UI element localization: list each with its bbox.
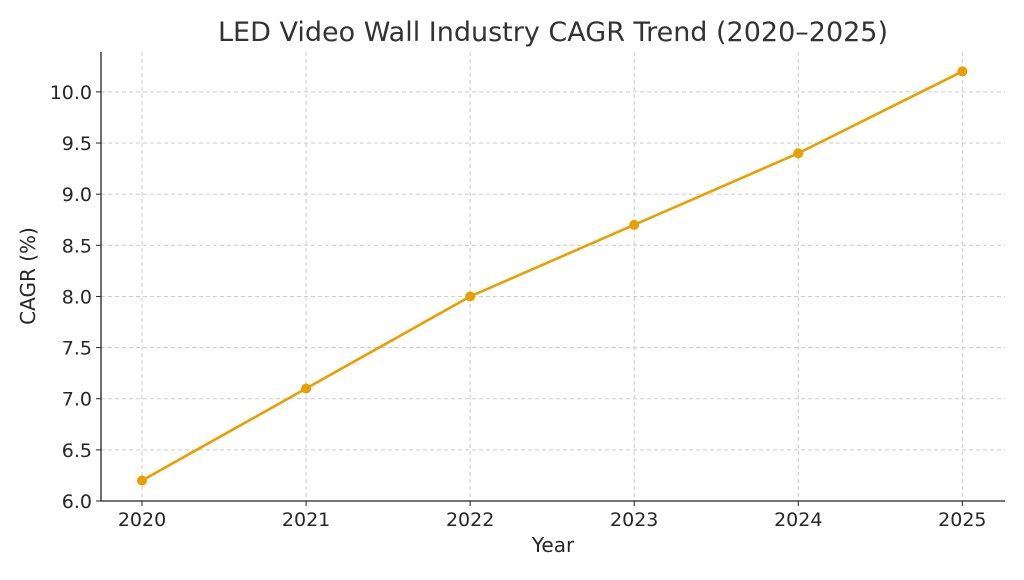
- y-tick-label: 7.5: [62, 338, 92, 360]
- x-tick-label: 2025: [938, 509, 986, 531]
- data-point: [301, 383, 312, 394]
- data-point: [793, 148, 804, 159]
- y-tick-label: 6.5: [62, 440, 92, 462]
- y-tick-label: 9.5: [62, 133, 92, 155]
- data-point: [957, 66, 968, 77]
- axes: [100, 52, 1005, 502]
- series: [137, 66, 968, 486]
- series-line: [141, 70, 963, 482]
- ticks: 2020 2021 2022 2023 2024 2025 6.0 6.5 7.0 7.5 8.0 8…: [50, 82, 987, 531]
- x-tick-label: 2022: [446, 509, 494, 531]
- x-axis-label: Year: [531, 533, 575, 557]
- data-point: [137, 475, 148, 486]
- x-tick-label: 2023: [610, 509, 658, 531]
- data-point: [465, 291, 476, 302]
- y-tick-label: 8.0: [62, 286, 92, 308]
- x-tick-label: 2020: [118, 509, 166, 531]
- y-tick-label: 6.0: [62, 491, 92, 513]
- chart-title: LED Video Wall Industry CAGR Trend (2020…: [218, 17, 888, 48]
- grid: [101, 52, 1005, 502]
- y-tick-label: 8.5: [62, 235, 92, 257]
- y-tick-label: 9.0: [62, 184, 92, 206]
- x-tick-label: 2021: [282, 509, 330, 531]
- y-tick-label: 7.0: [62, 389, 92, 411]
- x-tick-label: 2024: [774, 509, 822, 531]
- data-point: [629, 219, 640, 230]
- y-axis-label: CAGR (%): [16, 227, 40, 325]
- y-tick-label: 10.0: [50, 82, 92, 104]
